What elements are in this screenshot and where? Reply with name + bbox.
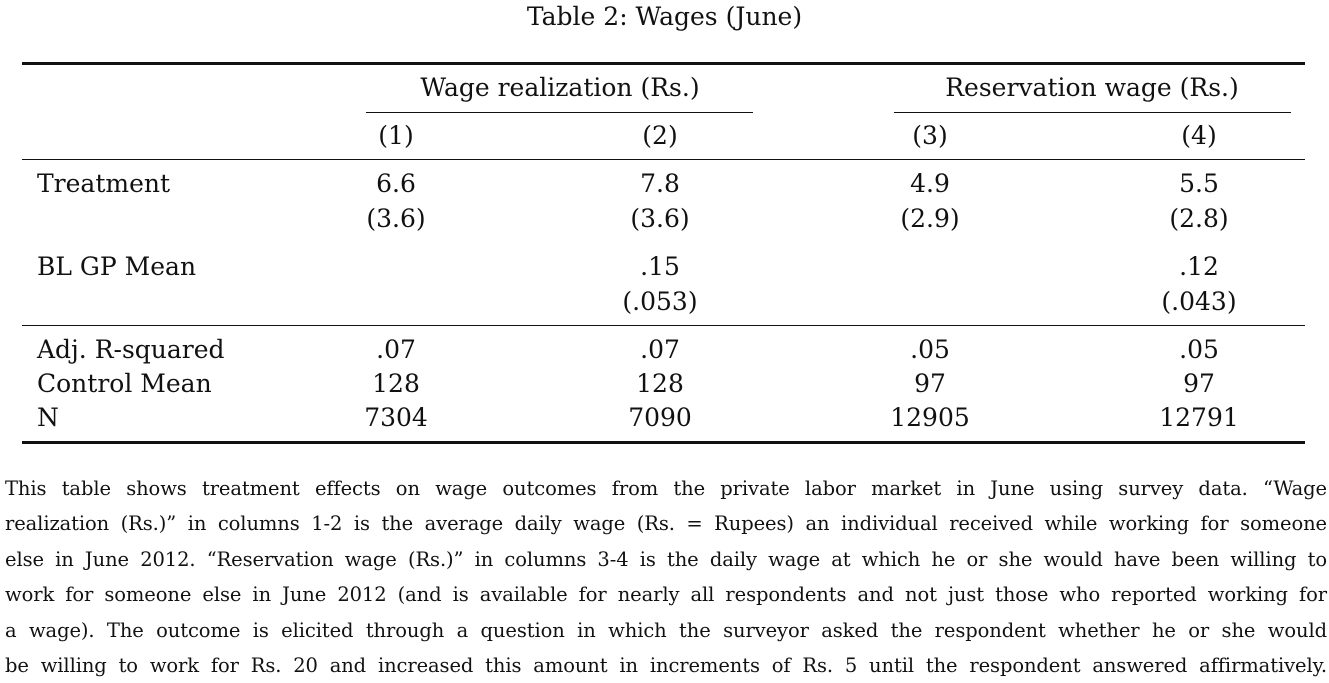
n-3: 12905 [890, 403, 970, 432]
n-2: 7090 [628, 403, 692, 432]
row-label-n: N [37, 403, 59, 432]
n-1: 7304 [364, 403, 428, 432]
group-underline-wage [366, 112, 753, 114]
treatment-se-3: (2.9) [900, 204, 960, 233]
column-number-4: (4) [1181, 121, 1217, 150]
table-caption: Table 2: Wages (June) [526, 2, 803, 31]
group-header-wage-realization: Wage realization (Rs.) [420, 73, 700, 102]
adj-r2-1: .07 [376, 335, 416, 364]
adj-r2-2: .07 [640, 335, 680, 364]
control-mean-4: 97 [1183, 369, 1215, 398]
notes-line-1: This table shows treatment effects on wa… [5, 477, 1327, 500]
row-label-adj-r-squared: Adj. R-squared [37, 335, 225, 364]
table-notes: This table shows treatment effects on wa… [5, 471, 1327, 683]
notes-line-3: else in June 2012. “Reservation wage (Rs… [5, 547, 1327, 571]
treatment-coef-1: 6.6 [376, 169, 416, 198]
adj-r2-4: .05 [1179, 335, 1219, 364]
mid-rule [22, 325, 1305, 327]
control-mean-3: 97 [914, 369, 946, 398]
treatment-se-4: (2.8) [1169, 204, 1229, 233]
treatment-coef-3: 4.9 [910, 169, 950, 198]
group-header-reservation-wage: Reservation wage (Rs.) [945, 73, 1239, 102]
group-underline-reservation [894, 112, 1291, 114]
top-rule [22, 62, 1305, 65]
bl-gp-mean-se-2: (.053) [622, 287, 698, 316]
control-mean-1: 128 [372, 369, 420, 398]
column-number-1: (1) [378, 121, 414, 150]
row-label-control-mean: Control Mean [37, 369, 212, 398]
column-number-3: (3) [912, 121, 948, 150]
treatment-coef-2: 7.8 [640, 169, 680, 198]
header-rule [22, 159, 1305, 161]
n-4: 12791 [1159, 403, 1239, 432]
row-label-bl-gp-mean: BL GP Mean [37, 252, 197, 281]
treatment-se-2: (3.6) [630, 204, 690, 233]
control-mean-2: 128 [636, 369, 684, 398]
notes-line-4: work for someone else in June 2012 (and … [5, 583, 1327, 607]
row-label-treatment: Treatment [37, 169, 171, 198]
notes-line-2: realization (Rs.)” in columns 1-2 is the… [5, 512, 1327, 536]
adj-r2-3: .05 [910, 335, 950, 364]
notes-line-6: be willing to work for Rs. 20 and increa… [5, 654, 1327, 678]
bl-gp-mean-coef-2: .15 [640, 252, 680, 281]
bl-gp-mean-se-4: (.043) [1161, 287, 1237, 316]
treatment-se-1: (3.6) [366, 204, 426, 233]
notes-line-5: a wage). The outcome is elicited through… [5, 618, 1327, 642]
column-number-2: (2) [642, 121, 678, 150]
bottom-rule [22, 441, 1305, 444]
treatment-coef-4: 5.5 [1179, 169, 1219, 198]
bl-gp-mean-coef-4: .12 [1179, 252, 1219, 281]
